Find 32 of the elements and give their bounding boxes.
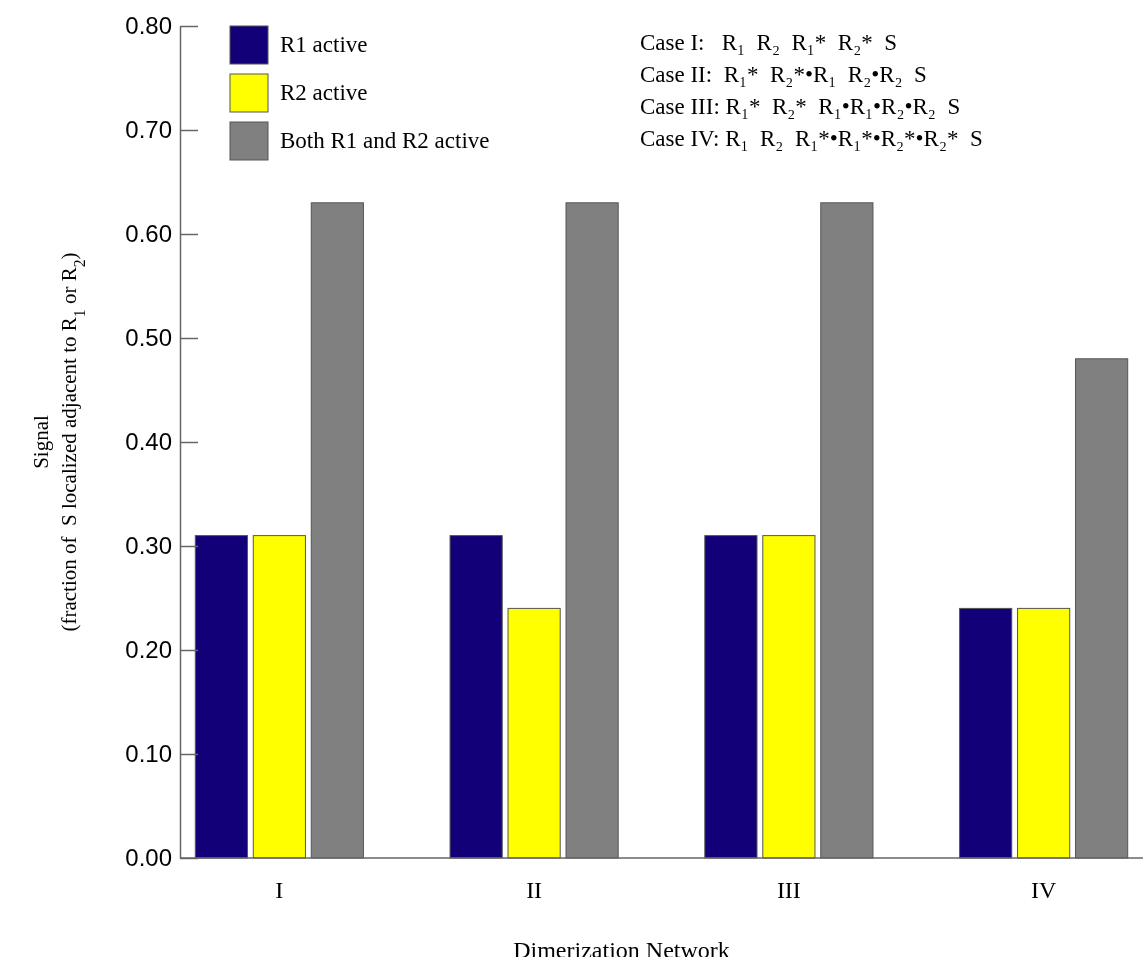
x-tick-label: III [776, 877, 801, 903]
bar [449, 535, 503, 859]
bar [507, 607, 561, 859]
bar [820, 202, 874, 859]
bar [1017, 607, 1071, 859]
annotation: Case III: R₁* R₂* R₁•R₁•R₂•R₂ S [640, 94, 961, 119]
x-tick-label: I [275, 877, 284, 903]
y-tick-label: 0.80 [125, 12, 172, 40]
y-tick-label: 0.60 [125, 220, 172, 248]
y-tick-label: 0.00 [125, 844, 172, 872]
annotation: Case I: R₁ R₂ R₁* R₂* S [640, 30, 897, 55]
legend-label: Both R1 and R2 active [280, 128, 490, 153]
y-tick-label: 0.30 [125, 532, 172, 560]
y-tick-label: 0.20 [125, 636, 172, 664]
annotation: Case IV: R₁ R₂ R₁*•R₁*•R₂*•R₂* S [640, 126, 983, 151]
bar [252, 535, 306, 859]
bar [310, 202, 364, 859]
bar [704, 535, 758, 859]
y-tick-label: 0.70 [125, 116, 172, 144]
bar [565, 202, 619, 859]
bar [1075, 358, 1129, 859]
y-tick-label: 0.50 [125, 324, 172, 352]
x-tick-label: II [526, 877, 543, 903]
x-tick-label: IV [1030, 877, 1057, 903]
y-tick-label: 0.10 [125, 740, 172, 768]
y-tick-label: 0.40 [125, 428, 172, 456]
legend-label: R2 active [280, 80, 368, 105]
legend-label: R1 active [280, 32, 368, 57]
annotation: Case II: R₁* R₂*•R₁ R₂•R₂ S [640, 62, 927, 87]
bar [959, 607, 1013, 859]
bar [762, 535, 816, 859]
bar [194, 535, 248, 859]
